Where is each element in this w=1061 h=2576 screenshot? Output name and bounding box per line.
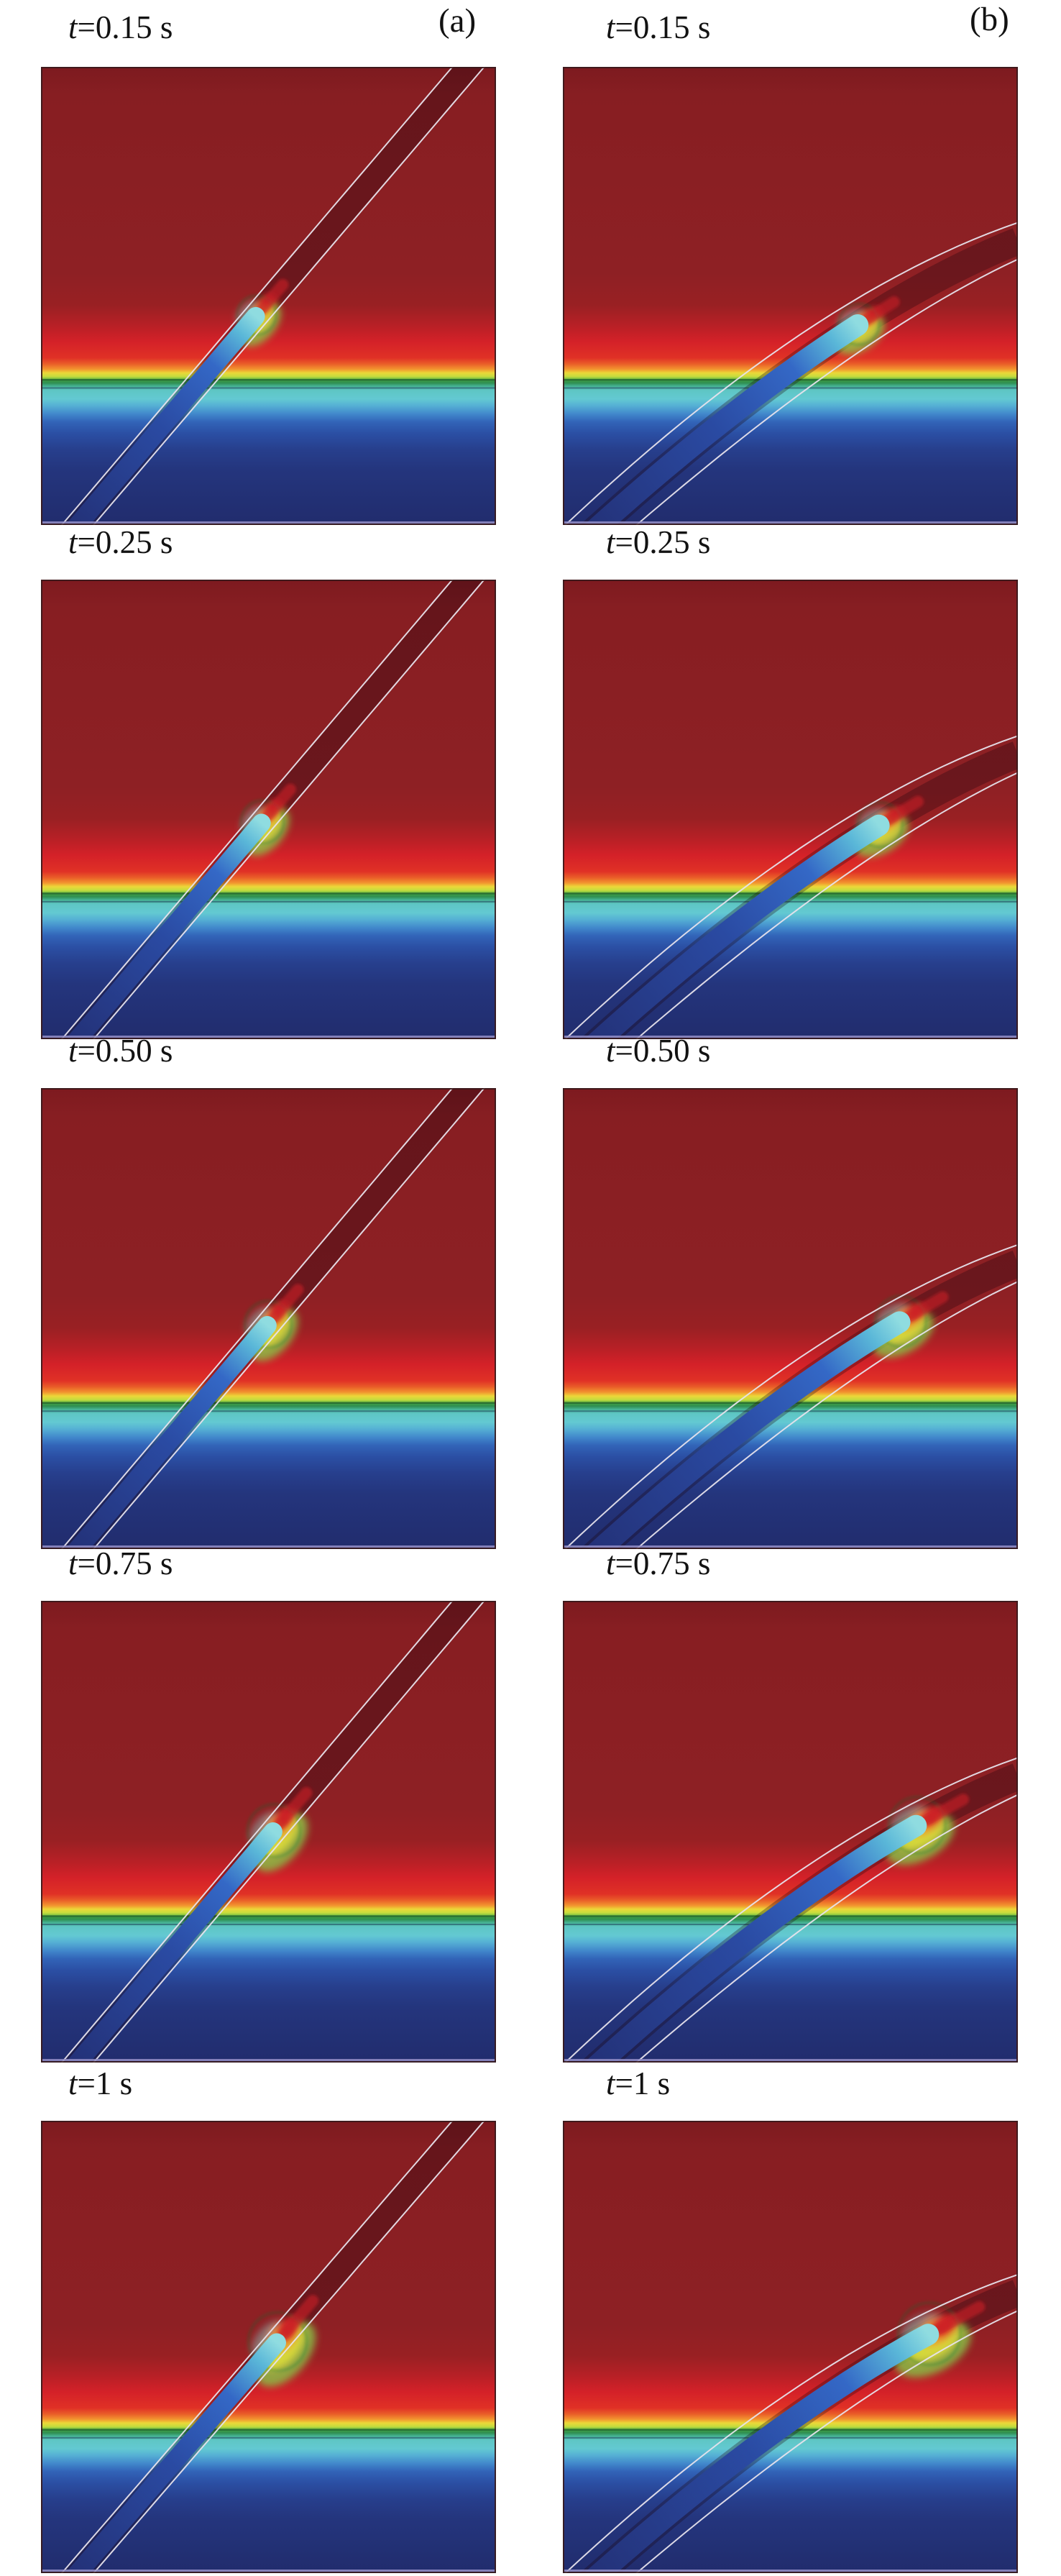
time-symbol: t: [68, 1033, 78, 1069]
time-symbol: t: [68, 2065, 78, 2101]
heatmap-panel-b-row4: [563, 1601, 1018, 2063]
heatmap-svg-a-row2: [41, 580, 496, 1039]
time-symbol: t: [606, 1545, 615, 1581]
time-symbol: t: [606, 2065, 615, 2101]
heatmap-svg-b-row1: [563, 67, 1018, 525]
time-label-b-row5: t=1 s: [606, 2065, 671, 2102]
heatmap-panel-b-row1: [563, 67, 1018, 525]
heatmap-panel-a-row5: [41, 2121, 496, 2573]
heatmap-panel-b-row5: [563, 2121, 1018, 2573]
time-label-a-row4: t=0.75 s: [68, 1545, 173, 1582]
time-value: =0.25 s: [77, 524, 173, 560]
time-symbol: t: [606, 524, 615, 560]
column-label-a: (a): [438, 2, 477, 40]
time-label-a-row3: t=0.50 s: [68, 1033, 173, 1069]
heatmap-panel-a-row3: [41, 1088, 496, 1549]
time-label-a-row5: t=1 s: [68, 2065, 133, 2102]
time-symbol: t: [68, 524, 78, 560]
time-value: =1 s: [77, 2065, 133, 2101]
heatmap-panel-b-row2: [563, 580, 1018, 1039]
heatmap-svg-a-row1: [41, 67, 496, 525]
time-value: =0.25 s: [615, 524, 711, 560]
heatmap-svg-b-row5: [563, 2121, 1018, 2573]
time-value: =0.50 s: [77, 1033, 173, 1069]
heatmap-panel-a-row1: [41, 67, 496, 525]
time-symbol: t: [68, 9, 78, 45]
heatmap-panel-b-row3: [563, 1088, 1018, 1549]
time-label-b-row4: t=0.75 s: [606, 1545, 711, 1582]
time-label-a-row2: t=0.25 s: [68, 524, 173, 561]
time-value: =0.15 s: [77, 9, 173, 45]
heatmap-svg-b-row3: [563, 1088, 1018, 1549]
time-symbol: t: [606, 1033, 615, 1069]
time-label-b-row2: t=0.25 s: [606, 524, 711, 561]
column-label-b: (b): [970, 1, 1009, 38]
heatmap-svg-a-row5: [41, 2121, 496, 2573]
heatmap-svg-a-row4: [41, 1601, 496, 2063]
heatmap-panel-a-row4: [41, 1601, 496, 2063]
time-value: =0.75 s: [77, 1545, 173, 1581]
time-value: =0.15 s: [615, 9, 711, 45]
heatmap-svg-b-row4: [563, 1601, 1018, 2063]
heatmap-svg-b-row2: [563, 580, 1018, 1039]
time-label-a-row1: t=0.15 s: [68, 9, 173, 46]
heatmap-panel-a-row2: [41, 580, 496, 1039]
time-label-b-row1: t=0.15 s: [606, 9, 711, 46]
heatmap-svg-a-row3: [41, 1088, 496, 1549]
time-value: =0.50 s: [615, 1033, 711, 1069]
time-value: =1 s: [615, 2065, 671, 2101]
time-symbol: t: [606, 9, 615, 45]
time-value: =0.75 s: [615, 1545, 711, 1581]
time-symbol: t: [68, 1545, 78, 1581]
time-label-b-row3: t=0.50 s: [606, 1033, 710, 1069]
